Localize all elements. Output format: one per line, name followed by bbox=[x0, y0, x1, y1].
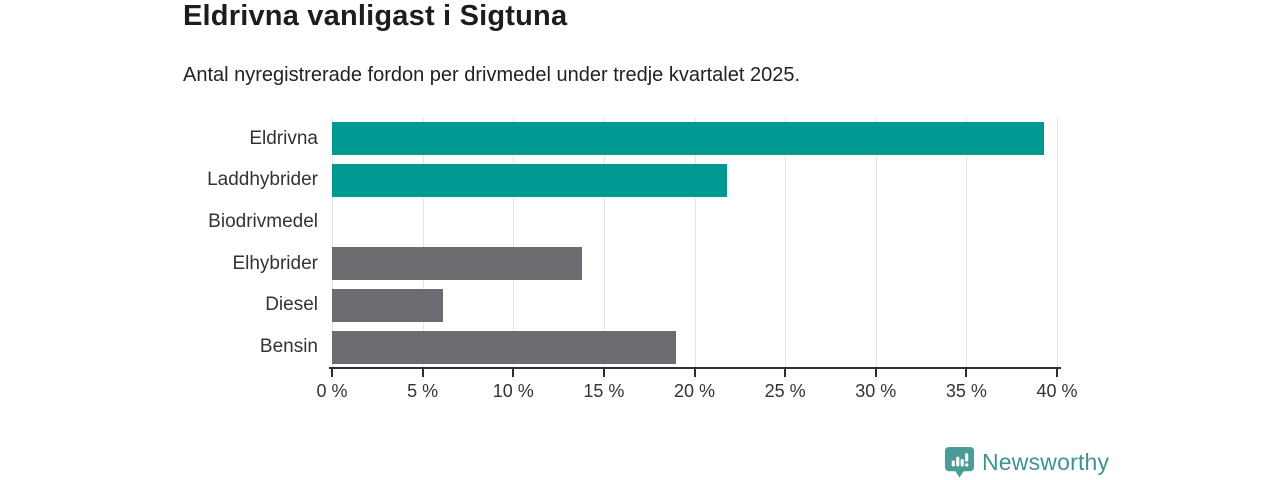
tick-mark bbox=[784, 369, 787, 377]
category-labels: Eldrivna Laddhybrider Biodrivmedel Elhybrid… bbox=[0, 118, 318, 368]
gridline bbox=[422, 118, 424, 368]
tick-mark bbox=[421, 369, 424, 377]
gridline bbox=[966, 118, 968, 368]
newsworthy-logo: Newsworthy bbox=[944, 446, 1109, 479]
newsworthy-logo-text: Newsworthy bbox=[982, 449, 1110, 475]
tick-label: 25 % bbox=[764, 381, 806, 401]
gridline bbox=[1057, 118, 1058, 368]
bar bbox=[332, 247, 583, 281]
gridline bbox=[694, 118, 696, 368]
bar bbox=[332, 330, 677, 364]
chart-title: Eldrivna vanligast i Sigtuna bbox=[183, 0, 568, 32]
category-label: Biodrivmedel bbox=[208, 211, 318, 233]
plot-area bbox=[332, 118, 1058, 368]
category-label: Laddhybrider bbox=[207, 169, 318, 191]
tick-label: 35 % bbox=[945, 381, 987, 401]
tick-mark bbox=[512, 369, 515, 377]
gridline bbox=[603, 118, 605, 368]
chart-subtitle: Antal nyregistrerade fordon per drivmede… bbox=[183, 64, 801, 86]
category-label: Elhybrider bbox=[232, 252, 318, 274]
bar bbox=[332, 122, 1045, 156]
tick-mark bbox=[1056, 369, 1058, 377]
tick-label: 0 % bbox=[316, 381, 348, 401]
newsworthy-chart-bubble-icon bbox=[944, 447, 975, 478]
bar bbox=[332, 289, 443, 322]
gridline bbox=[513, 118, 515, 368]
tick-label: 20 % bbox=[673, 381, 716, 401]
gridline bbox=[332, 118, 333, 368]
gridline bbox=[785, 118, 787, 368]
x-axis-line bbox=[329, 367, 1061, 369]
tick-mark bbox=[965, 369, 968, 377]
x-axis: 0 % 5 % 10 % 15 % 20 % 25 % 30 % 35 % 40 % bbox=[316, 369, 1078, 409]
tick-mark bbox=[331, 369, 333, 377]
tick-label: 5 % bbox=[407, 381, 439, 401]
category-label: Diesel bbox=[265, 294, 318, 316]
tick-mark bbox=[602, 369, 605, 377]
gridline bbox=[875, 118, 877, 368]
category-label: Eldrivna bbox=[249, 127, 318, 149]
tick-mark bbox=[693, 369, 696, 377]
bar bbox=[332, 164, 728, 197]
tick-label: 15 % bbox=[583, 381, 625, 401]
tick-mark bbox=[874, 369, 877, 377]
tick-label: 10 % bbox=[492, 381, 534, 401]
tick-label: 40 % bbox=[1036, 381, 1078, 401]
tick-label: 30 % bbox=[855, 381, 897, 401]
bar-chart: Eldrivna Laddhybrider Biodrivmedel Elhybrid… bbox=[0, 118, 1078, 401]
category-label: Bensin bbox=[259, 336, 318, 358]
